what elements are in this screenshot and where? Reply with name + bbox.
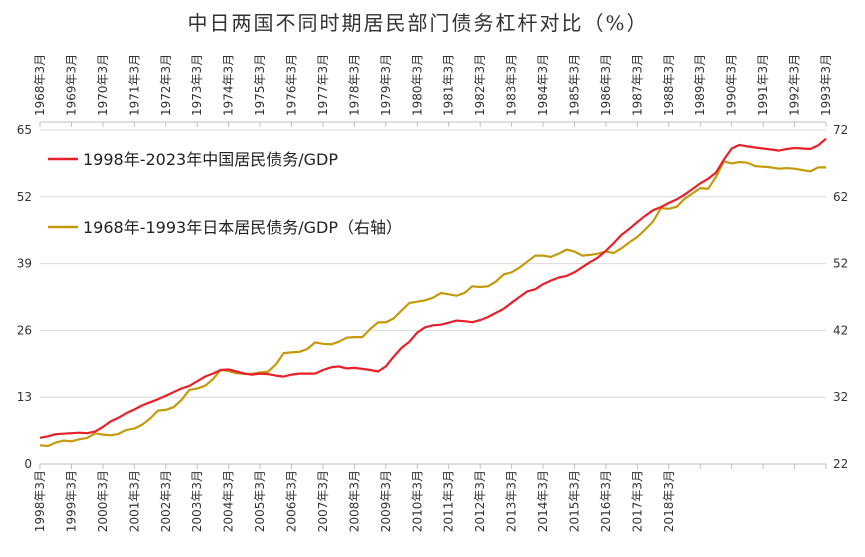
bottom-x-label: 2008年3月: [347, 470, 361, 532]
top-x-label: 1970年3月: [96, 54, 110, 116]
top-x-label: 1979年3月: [379, 54, 393, 116]
top-x-label: 1971年3月: [127, 54, 141, 116]
top-x-label: 1991年3月: [756, 54, 770, 116]
bottom-x-label: 2017年3月: [630, 470, 644, 532]
top-x-label: 1988年3月: [662, 54, 676, 116]
right-tick-label: 22: [833, 457, 848, 471]
left-tick-label: 39: [17, 257, 32, 271]
bottom-x-label: 2010年3月: [410, 470, 424, 532]
top-x-label: 1984年3月: [536, 54, 550, 116]
left-tick-label: 26: [17, 323, 32, 337]
legend: 1998年-2023年中国居民债务/GDP 1968年-1993年日本居民债务/…: [48, 150, 402, 237]
right-tick-label: 52: [833, 257, 848, 271]
left-tick-label: 13: [17, 390, 32, 404]
china-line: [39, 137, 827, 439]
top-x-label: 1987年3月: [630, 54, 644, 116]
bottom-x-label: 2009年3月: [379, 470, 393, 532]
top-x-label: 1976年3月: [285, 54, 299, 116]
top-x-label: 1973年3月: [190, 54, 204, 116]
right-tick-label: 62: [833, 190, 848, 204]
bottom-x-label: 2001年3月: [127, 470, 141, 532]
right-tick-label: 32: [833, 390, 848, 404]
left-tick-label: 0: [24, 457, 32, 471]
bottom-x-label: 2002年3月: [159, 470, 173, 532]
bottom-x-axis: 1998年3月 1999年3月 2000年3月 2001年3月 2002年3月 2003年…: [33, 464, 827, 532]
bottom-x-label: 2000年3月: [96, 470, 110, 532]
japan-line: [39, 160, 826, 448]
legend-label-japan: 1968年-1993年日本居民债务/GDP（右轴）: [83, 218, 402, 237]
bottom-x-label: 2018年3月: [662, 470, 676, 532]
top-x-label: 1981年3月: [442, 54, 456, 116]
top-x-label: 1977年3月: [316, 54, 330, 116]
top-x-label: 1986年3月: [599, 54, 613, 116]
chart-title: 中日两国不同时期居民部门债务杠杆对比（%）: [187, 11, 648, 35]
series-lines: [39, 137, 827, 448]
gridlines: [40, 129, 826, 465]
bottom-x-label: 2016年3月: [599, 470, 613, 532]
top-x-label: 1993年3月: [819, 54, 833, 116]
top-x-label: 1982年3月: [473, 54, 487, 116]
bottom-x-label: 1998年3月: [33, 470, 47, 532]
bottom-x-label: 2006年3月: [285, 470, 299, 532]
left-tick-label: 52: [17, 190, 32, 204]
top-x-label: 1974年3月: [222, 54, 236, 116]
top-x-label: 1983年3月: [505, 54, 519, 116]
right-y-axis: 22 32 42 52 62 72: [833, 123, 848, 471]
top-x-label: 1990年3月: [725, 54, 739, 116]
bottom-x-label: 2013年3月: [505, 470, 519, 532]
top-x-label: 1978年3月: [347, 54, 361, 116]
top-x-axis: 1968年3月 1969年3月 1970年3月 1971年3月 1972年3月 1973年…: [33, 54, 833, 127]
bottom-x-label: 2003年3月: [190, 470, 204, 532]
right-tick-label: 72: [833, 123, 848, 137]
top-x-label: 1972年3月: [159, 54, 173, 116]
bottom-x-label: 2014年3月: [536, 470, 550, 532]
bottom-x-label: 2012年3月: [473, 470, 487, 532]
top-x-label: 1989年3月: [693, 54, 707, 116]
top-x-label: 1968年3月: [33, 54, 47, 116]
bottom-x-label: 2007年3月: [316, 470, 330, 532]
legend-label-china: 1998年-2023年中国居民债务/GDP: [83, 150, 338, 169]
top-x-label: 1969年3月: [64, 54, 78, 116]
bottom-x-label: 2015年3月: [567, 470, 581, 532]
top-x-label: 1992年3月: [788, 54, 802, 116]
bottom-x-label: 1999年3月: [64, 470, 78, 532]
bottom-x-label: 2005年3月: [253, 470, 267, 532]
top-x-label: 1985年3月: [567, 54, 581, 116]
top-x-label: 1975年3月: [253, 54, 267, 116]
top-x-label: 1980年3月: [410, 54, 424, 116]
bottom-x-label: 2004年3月: [222, 470, 236, 532]
left-y-axis: 0 13 26 39 52 65: [17, 123, 32, 471]
left-tick-label: 65: [17, 123, 32, 137]
right-tick-label: 42: [833, 323, 848, 337]
bottom-x-label: 2011年3月: [442, 470, 456, 532]
